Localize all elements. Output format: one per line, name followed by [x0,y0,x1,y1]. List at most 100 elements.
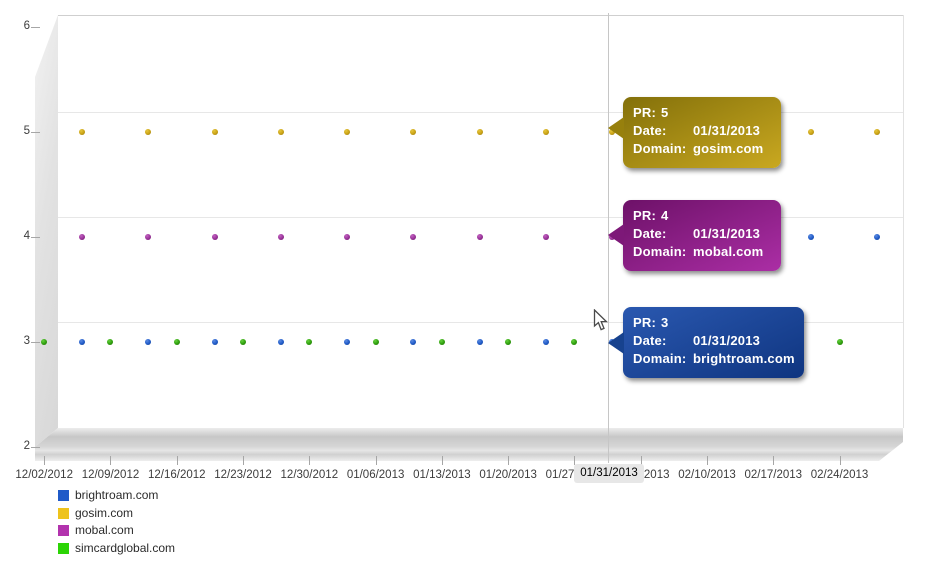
data-point-simcardglobal-com[interactable] [836,339,843,345]
legend-label: brightroam.com [75,488,159,503]
tooltip-field-label: PR: [633,315,656,330]
data-point-brightroam-com[interactable] [344,339,351,345]
legend-item-simcardglobal-com[interactable]: simcardglobal.com [58,540,175,558]
y-axis-label: 6 [23,20,30,32]
data-point-simcardglobal-com[interactable] [41,339,48,345]
gridline-top [58,15,903,16]
x-axis-label: 01/20/2013 [479,469,537,481]
tooltip-field-label: PR: [633,208,656,223]
tooltip-row: Date: 01/31/2013 [633,332,796,350]
tooltip-field-label: Domain: [633,244,687,259]
chart-legend: brightroam.com gosim.com mobal.com simcardg… [58,487,175,557]
tooltip-field-label: Domain: [633,351,687,366]
gridline-pr3 [58,322,903,323]
data-point-gosim-com[interactable] [808,129,815,135]
data-point-simcardglobal-com[interactable] [438,339,445,345]
x-axis-label: 12/09/2012 [81,469,140,481]
tooltip-callout: PR: 3 Date: 01/31/2013 Domain: brightroam.com [608,307,804,378]
data-point-mobal-com[interactable] [476,234,483,240]
tooltip-field-value: mobal.com [693,244,764,259]
highlighted-date-label: 01/31/2013 [574,464,644,483]
chart-floor [35,428,903,461]
data-point-simcardglobal-com[interactable] [372,339,379,345]
gridline-pr4 [58,217,903,218]
data-point-gosim-com[interactable] [410,129,417,135]
x-axis-tick [640,456,642,465]
x-axis-tick [309,456,311,465]
tooltip-field-value: 01/31/2013 [693,123,761,138]
tooltip-field-label: Domain: [633,141,687,156]
data-point-gosim-com[interactable] [476,129,483,135]
tooltip-pointer [608,224,624,246]
legend-item-mobal-com[interactable]: mobal.com [58,522,175,540]
data-point-simcardglobal-com[interactable] [240,339,247,345]
data-point-brightroam-com[interactable] [277,339,284,345]
tooltip-field-value: 4 [661,208,669,223]
data-point-gosim-com[interactable] [344,129,351,135]
tooltip-field-value: 01/31/2013 [693,333,761,348]
data-point-brightroam-com[interactable] [410,339,417,345]
data-point-mobal-com[interactable] [211,234,218,240]
data-point-brightroam-com[interactable] [808,234,815,240]
tooltip-field-label: Date: [633,226,667,241]
x-axis-label: 02/24/2013 [810,469,869,481]
x-axis-tick [375,456,377,465]
mouse-cursor-icon [593,308,609,337]
x-axis-tick [574,456,576,465]
tooltip-row: PR: 5 [633,104,773,122]
legend-swatch-icon [58,525,69,537]
data-point-mobal-com[interactable] [79,234,86,240]
data-point-mobal-com[interactable] [145,234,152,240]
data-point-brightroam-com[interactable] [79,339,86,345]
tooltip-field-value: 3 [661,315,669,330]
data-point-brightroam-com[interactable] [211,339,218,345]
tooltip-pointer [608,332,624,354]
data-point-mobal-com[interactable] [410,234,417,240]
data-point-simcardglobal-com[interactable] [505,339,512,345]
legend-item-brightroam-com[interactable]: brightroam.com [58,487,175,505]
data-point-brightroam-com[interactable] [476,339,483,345]
data-point-gosim-com[interactable] [277,129,284,135]
y-axis-tick [31,237,40,238]
legend-label: gosim.com [75,505,134,520]
x-axis-tick [707,456,708,465]
tooltip-row: PR: 3 [633,314,796,332]
legend-swatch-icon [58,542,69,554]
gridline-pr5 [58,112,903,113]
data-point-gosim-com[interactable] [79,129,86,135]
data-point-mobal-com[interactable] [277,234,284,240]
data-point-brightroam-com[interactable] [543,339,550,345]
data-point-mobal-com[interactable] [344,234,351,240]
tooltip-row: Domain: gosim.com [633,140,773,158]
legend-swatch-icon [58,490,69,502]
legend-swatch-icon [58,507,69,519]
x-axis-tick [441,456,443,465]
y-axis-tick [31,132,40,133]
tooltip-callout: PR: 4 Date: 01/31/2013 Domain: mobal.com [608,200,781,271]
data-point-simcardglobal-com[interactable] [306,339,313,345]
x-axis-label: 12/16/2012 [147,469,206,481]
x-axis-tick [839,456,841,465]
tooltip-field-label: Date: [633,333,667,348]
data-point-simcardglobal-com[interactable] [571,339,578,345]
tooltip-field-value: 01/31/2013 [693,226,761,241]
data-point-gosim-com[interactable] [874,129,881,135]
data-point-simcardglobal-com[interactable] [107,339,114,345]
chart-right-edge [903,15,904,428]
data-point-gosim-com[interactable] [145,129,152,135]
data-point-brightroam-com[interactable] [145,339,152,345]
y-axis-tick [31,27,40,28]
data-point-mobal-com[interactable] [543,234,550,240]
y-axis-label: 5 [23,125,30,137]
data-point-gosim-com[interactable] [543,129,550,135]
data-point-simcardglobal-com[interactable] [173,339,180,345]
x-axis-tick [773,456,775,465]
tooltip-field-value: brightroam.com [693,351,795,366]
data-point-brightroam-com[interactable] [874,234,881,240]
tooltip-pointer [608,117,624,139]
data-point-gosim-com[interactable] [211,129,218,135]
tooltip-row: PR: 4 [633,207,773,225]
legend-item-gosim-com[interactable]: gosim.com [58,505,175,523]
x-axis-label: 12/23/2012 [214,469,272,481]
x-axis-label: 01/06/2013 [346,469,405,481]
